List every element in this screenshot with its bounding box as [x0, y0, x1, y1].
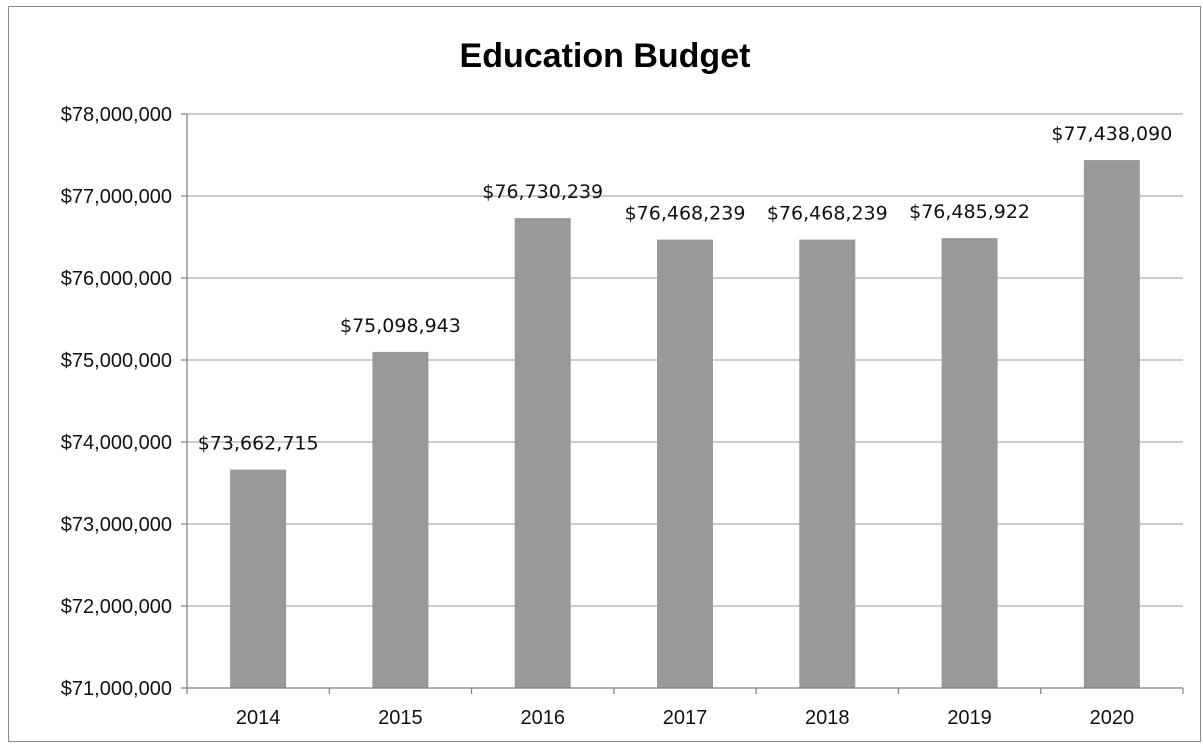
- bar: [230, 469, 287, 688]
- y-tick-label: $76,000,000: [61, 268, 172, 290]
- y-tick-labels: $71,000,000 $72,000,000 $73,000,000 $74,000…: [61, 104, 172, 700]
- x-tick-label: 2014: [236, 707, 281, 729]
- y-tick-label: $73,000,000: [61, 514, 172, 536]
- y-tick-label: $75,000,000: [61, 350, 172, 372]
- y-tick-label: $72,000,000: [61, 596, 172, 618]
- bar: [1083, 160, 1140, 689]
- bar: [657, 239, 713, 688]
- bar: [372, 351, 429, 688]
- bar: [799, 239, 856, 688]
- chart-frame: [8, 6, 1201, 742]
- x-tick-label: 2016: [520, 707, 565, 729]
- x-tick-label: 2015: [378, 707, 423, 729]
- bar: [941, 238, 998, 688]
- bars: [230, 160, 1140, 689]
- data-label: $73,662,715: [198, 433, 319, 455]
- data-label: $76,468,239: [767, 203, 888, 225]
- data-labels: $73,662,715 $75,098,943 $76,730,239 $76,468…: [198, 123, 1173, 455]
- y-tick-label: $74,000,000: [61, 432, 172, 454]
- data-label: $76,485,922: [909, 201, 1030, 223]
- axes: [186, 114, 1183, 689]
- x-tick-label: 2018: [805, 707, 850, 729]
- y-tick-label: $71,000,000: [61, 678, 172, 700]
- data-label: $76,468,239: [625, 203, 746, 225]
- chart-title: Education Budget: [460, 37, 751, 75]
- x-tick-labels: 2014 2015 2016 2017 2018 2019 2020: [236, 707, 1134, 729]
- x-tick-label: 2019: [947, 707, 992, 729]
- data-label: $77,438,090: [1051, 123, 1172, 145]
- bar: [514, 218, 571, 688]
- y-tick-label: $78,000,000: [61, 104, 172, 126]
- x-tick-label: 2017: [663, 707, 708, 729]
- x-tick-label: 2020: [1090, 707, 1135, 729]
- data-label: $76,730,239: [482, 181, 603, 203]
- y-tick-label: $77,000,000: [61, 186, 172, 208]
- data-label: $75,098,943: [340, 315, 461, 337]
